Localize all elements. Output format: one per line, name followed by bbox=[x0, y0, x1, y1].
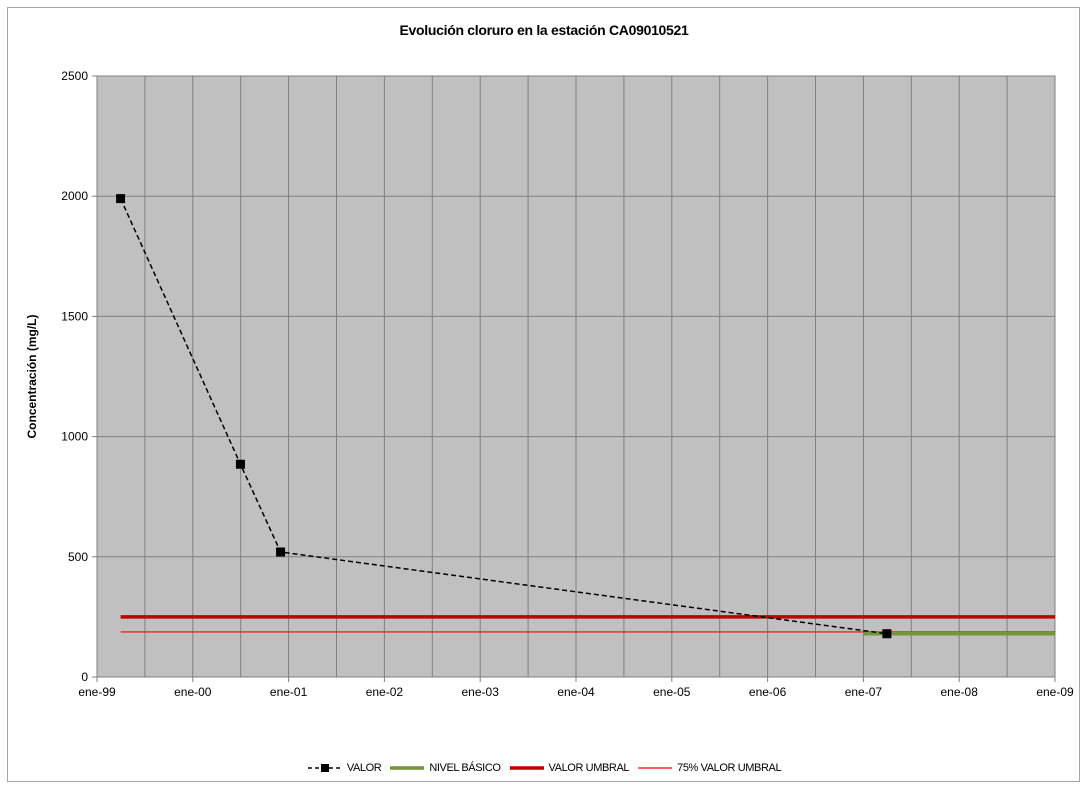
x-tick-label: ene-09 bbox=[1036, 685, 1074, 699]
x-tick-label: ene-08 bbox=[941, 685, 979, 699]
grid bbox=[96, 75, 1056, 678]
x-tick-label: ene-05 bbox=[653, 685, 691, 699]
data-point bbox=[235, 459, 245, 469]
data-point bbox=[882, 629, 892, 639]
series-layer bbox=[116, 194, 1055, 639]
series-line-0 bbox=[119, 198, 887, 635]
y-tick-label: 500 bbox=[68, 550, 88, 564]
legend-item: 75% VALOR UMBRAL bbox=[637, 762, 782, 774]
y-axis-label: Concentración (mg/L) bbox=[25, 314, 39, 438]
legend-swatch bbox=[638, 767, 673, 769]
legend-label: 75% VALOR UMBRAL bbox=[677, 762, 782, 774]
x-tick-label: ene-07 bbox=[845, 685, 883, 699]
axes: 0 500 1000 1500 2000 2500 ene-99 ene-00 ene-01 en… bbox=[61, 69, 1074, 699]
plot-border bbox=[96, 75, 1056, 678]
legend-label: NIVEL BÁSICO bbox=[429, 762, 501, 774]
x-tick-label: ene-01 bbox=[270, 685, 308, 699]
y-tick-label: 2500 bbox=[61, 69, 88, 83]
data-point bbox=[116, 194, 126, 204]
legend-swatch bbox=[307, 764, 342, 772]
x-tick-label: ene-99 bbox=[78, 685, 116, 699]
legend-label: VALOR UMBRAL bbox=[548, 762, 630, 774]
x-tick-label: ene-04 bbox=[557, 685, 595, 699]
y-tick-label: 1500 bbox=[61, 309, 88, 323]
legend-item: NIVEL BÁSICO bbox=[389, 762, 501, 774]
x-tick-label: ene-06 bbox=[749, 685, 787, 699]
y-tick-label: 2000 bbox=[61, 189, 88, 203]
y-tick-label: 0 bbox=[81, 670, 88, 684]
legend-item: VALOR UMBRAL bbox=[509, 762, 630, 774]
legend-label: VALOR bbox=[346, 762, 382, 774]
legend: VALOR NIVEL BÁSICO VALOR UMBRAL 75% VALOR U… bbox=[0, 762, 1088, 774]
legend-swatch bbox=[509, 766, 544, 770]
x-tick-label: ene-03 bbox=[462, 685, 500, 699]
y-tick-label: 1000 bbox=[61, 430, 88, 444]
x-tick-label: ene-02 bbox=[366, 685, 404, 699]
chart-title: Evolución cloruro en la estación CA09010… bbox=[399, 22, 689, 38]
legend-swatch bbox=[390, 766, 425, 770]
data-point bbox=[276, 547, 286, 557]
legend-item: VALOR bbox=[307, 762, 382, 774]
x-tick-label: ene-00 bbox=[174, 685, 212, 699]
